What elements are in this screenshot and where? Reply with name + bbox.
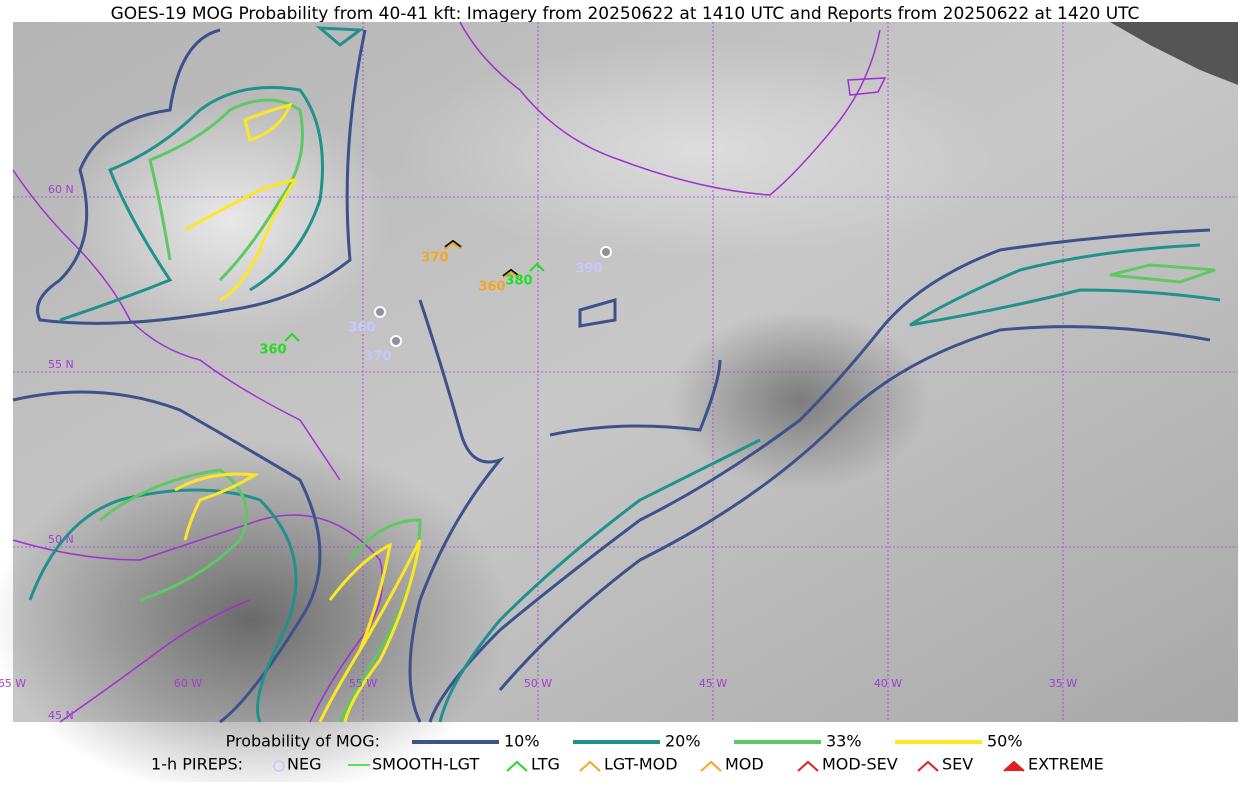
lon-label: 50 W [524,677,552,690]
report-altitude: 360 [478,280,505,295]
legend-label: MOD-SEV [822,755,898,774]
legend-icon [579,760,601,772]
map-labels: 60 N 55 N 50 N 45 N 65 W 60 W 55 W 50 W 45 W 40 W… [0,183,1077,722]
legend-label: EXTREME [1028,755,1104,774]
report-altitude: 360 [348,321,375,336]
legend-label: 10% [504,732,540,751]
lon-label: 60 W [174,677,202,690]
legend: Probability of MOG: 10% 20% 33% 50% 1-h PIREP… [151,732,1104,774]
legend-label: NEG [287,755,321,774]
lon-label: 45 W [699,677,727,690]
legend-title: Probability of MOG: [226,732,380,751]
legend-label: 50% [987,732,1023,751]
report-altitude: 370 [421,251,448,266]
lon-label: 35 W [1049,677,1077,690]
map [0,21,1238,786]
legend-label: SMOOTH-LGT [372,755,479,774]
lon-label: 65 W [0,677,26,690]
report-altitude: 390 [575,262,602,277]
legend-icon [700,760,722,772]
report-altitude: 360 [259,343,286,358]
report-altitude: 370 [364,350,391,365]
legend-icon [1003,760,1025,772]
legend-icon [506,760,528,772]
lon-label: 55 W [349,677,377,690]
lat-label: 45 N [48,709,74,722]
legend-label: SEV [942,755,973,774]
report-altitude: 380 [505,274,532,289]
legend-label: 20% [665,732,701,751]
legend-label: LGT-MOD [604,755,678,774]
title: GOES-19 MOG Probability from 40-41 kft: … [111,4,1140,24]
legend-icon [917,760,939,772]
lon-label: 40 W [874,677,902,690]
lat-label: 50 N [48,533,74,546]
lat-label: 60 N [48,183,74,196]
legend-icon [797,760,819,772]
lat-label: 55 N [48,358,74,371]
legend-label: MOD [725,755,764,774]
legend-title: 1-h PIREPS: [151,755,243,774]
legend-label: 33% [826,732,862,751]
legend-label: LTG [531,755,560,774]
legend-icon [273,760,285,772]
